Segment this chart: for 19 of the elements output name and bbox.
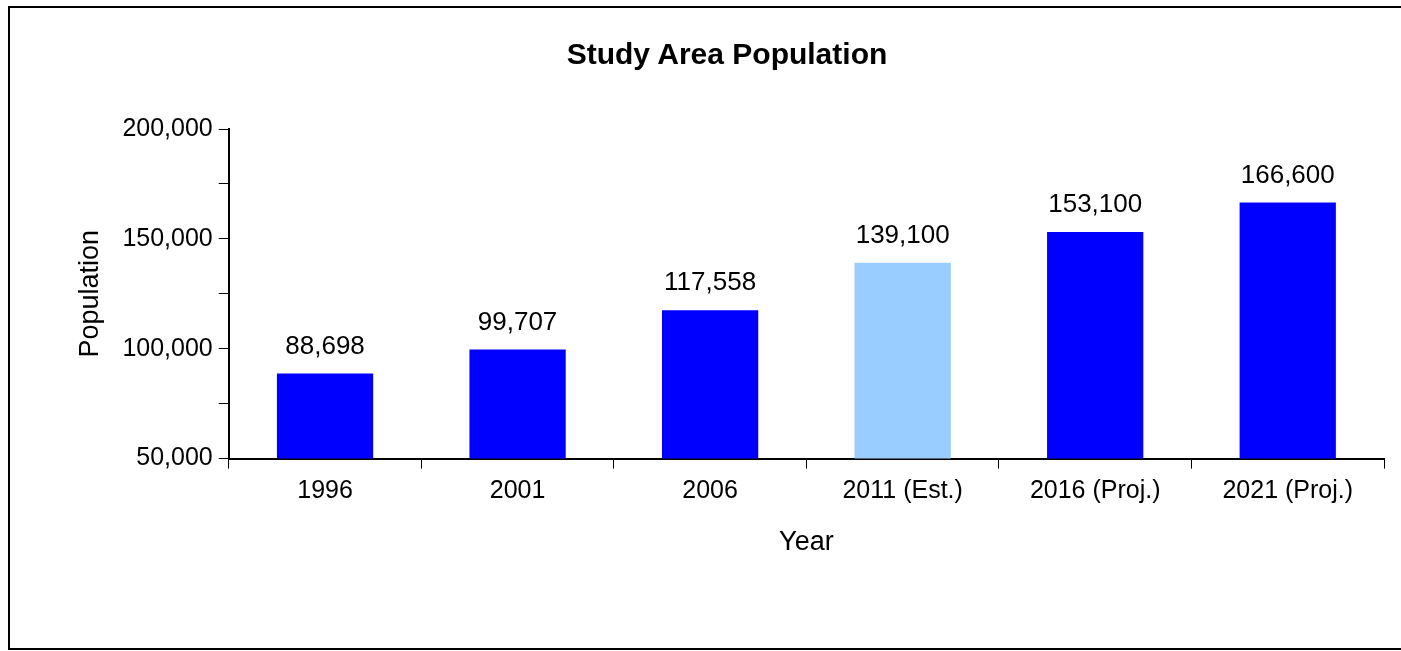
data-label: 139,100	[855, 218, 950, 249]
y-tick-label: 50,000	[136, 442, 213, 471]
data-label: 99,707	[477, 305, 558, 336]
x-tick-label: 2006	[682, 475, 738, 504]
x-tick-label: 1996	[297, 475, 353, 504]
x-tick-label: 2001	[489, 475, 546, 504]
x-tick-label: 2011 (Est.)	[842, 475, 963, 504]
chart-title: Study Area Population	[566, 37, 888, 71]
y-tick-label: 200,000	[122, 112, 213, 141]
x-axis-title: Year	[779, 526, 834, 557]
y-tick-label: 100,000	[122, 332, 213, 361]
data-label: 166,600	[1240, 158, 1335, 189]
data-label: 153,100	[1048, 188, 1143, 219]
x-tick-label: 2021 (Proj.)	[1222, 475, 1354, 504]
data-label: 88,698	[285, 329, 365, 360]
data-label: 117,558	[664, 266, 757, 297]
x-tick-label: 2016 (Proj.)	[1029, 475, 1161, 504]
y-axis-title: Population	[73, 230, 104, 358]
y-tick-label: 150,000	[122, 222, 213, 251]
